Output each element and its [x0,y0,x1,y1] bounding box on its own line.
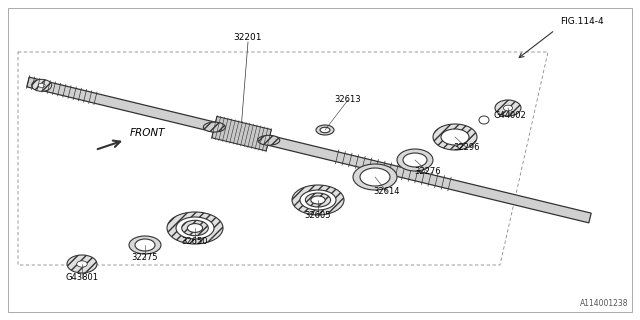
Ellipse shape [360,168,390,186]
Ellipse shape [353,164,397,190]
Ellipse shape [433,124,477,150]
Text: 32613: 32613 [335,95,362,105]
Ellipse shape [403,153,427,167]
Ellipse shape [129,236,161,254]
Text: 32296: 32296 [454,143,480,153]
Text: 32201: 32201 [234,34,262,43]
Ellipse shape [320,127,330,133]
Ellipse shape [135,239,155,251]
Ellipse shape [495,100,521,116]
Ellipse shape [182,220,208,236]
Ellipse shape [31,79,52,92]
Ellipse shape [397,149,433,171]
Ellipse shape [258,135,280,145]
Ellipse shape [77,261,87,267]
Text: G43801: G43801 [65,274,99,283]
Text: 32650: 32650 [182,237,208,246]
Ellipse shape [188,224,203,232]
Polygon shape [27,77,591,223]
Ellipse shape [305,193,331,207]
Ellipse shape [38,83,45,87]
Text: FIG.114-4: FIG.114-4 [560,18,604,27]
Ellipse shape [167,212,223,244]
Ellipse shape [316,125,334,135]
Text: 32275: 32275 [132,253,158,262]
Text: A114001238: A114001238 [579,299,628,308]
Ellipse shape [479,116,489,124]
Ellipse shape [441,129,469,145]
Text: 32605: 32605 [305,211,332,220]
Ellipse shape [67,255,97,273]
Ellipse shape [300,190,336,210]
Text: G44002: G44002 [493,110,526,119]
Ellipse shape [204,122,225,132]
Text: 32614: 32614 [374,188,400,196]
Ellipse shape [176,217,214,239]
Text: 32276: 32276 [415,167,442,177]
Text: FRONT: FRONT [130,128,166,138]
Ellipse shape [311,196,325,204]
Ellipse shape [292,185,344,215]
Polygon shape [212,116,271,151]
Ellipse shape [504,105,513,111]
